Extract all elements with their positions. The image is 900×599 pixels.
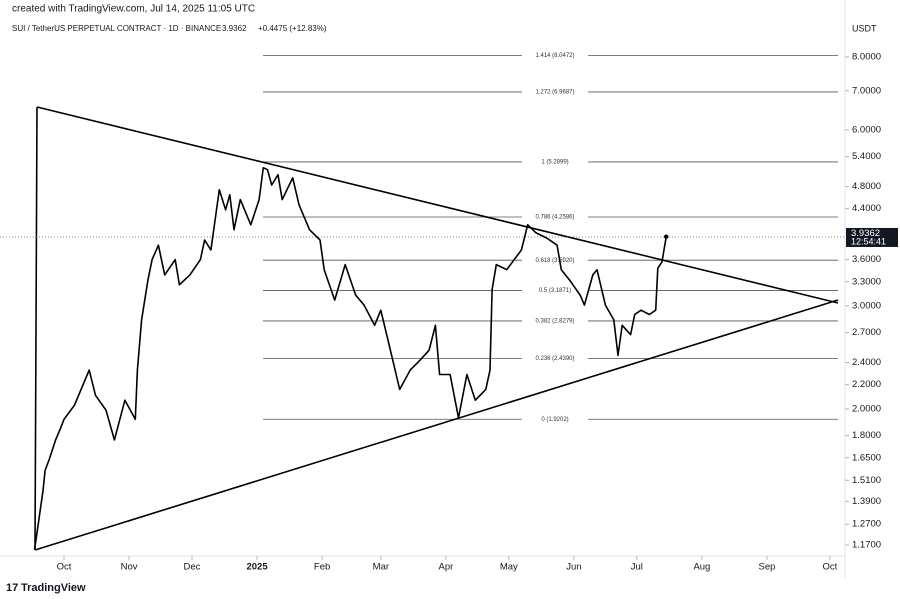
triangle-edge [36,106,839,304]
plot [0,166,845,550]
last-price-box [846,227,898,247]
fib-retracement: 1.414 (8.0472) 1.272 (6.9687) 1 (5.2899) 0.… [263,51,838,424]
x-tick-label: Mar [373,562,389,573]
countdown: 12:54:41 [851,236,886,246]
y-tick-label: 6.0000 [852,124,881,135]
brand-logo: 17 TradingView [6,582,86,594]
y-tick-label: 7.0000 [852,85,881,96]
x-tick-label: Feb [314,562,330,573]
y-tick-label: 3.6000 [852,254,881,265]
brand-name: TradingView [21,582,86,594]
y-tick-label: 1.1700 [852,540,881,551]
x-tick-label: 2025 [246,562,268,573]
fib-label: 0.786 (4.2586) [535,215,574,221]
fib-label-bg [522,256,588,265]
price-line [33,166,667,550]
x-tick-label: Nov [121,562,138,573]
y-tick-label: 4.8000 [852,181,881,192]
x-tick-label: Jul [631,562,643,573]
created-note: created with TradingView.com, Jul 14, 20… [12,4,255,15]
symbol: SUI / TetherUS PERPETUAL CONTRACT · 1D ·… [12,24,221,33]
triangle-edge [34,299,839,551]
fib-label-bg [522,316,588,325]
fib-label-bg [522,415,588,424]
y-tick-label: 2.7000 [852,327,881,338]
y-tick-label: 1.2700 [852,519,881,530]
fib-label: 1 (5.2899) [541,159,568,165]
y-tick-label: 4.4000 [852,203,881,214]
y-tick-label: 1.8000 [852,430,881,441]
logo-mark: 17 [6,582,18,594]
fib-label: 0.382 (2.8279) [535,319,574,325]
fib-label-bg [522,51,588,60]
fib-label: 0.5 (3.1871) [539,288,571,294]
x-tick-label: Jun [566,562,581,573]
y-tick-label: 8.0000 [852,51,881,62]
last-point [664,234,669,239]
fib-label-bg [522,354,588,363]
triangle [34,106,839,551]
y-tick-label: 1.5100 [852,475,881,486]
y-tick-label: 2.2000 [852,379,881,390]
y-tick-label: 3.0000 [852,300,881,311]
last-price-header: 3.9362 [222,24,247,33]
last-price-label: 3.9362 [851,228,880,239]
fib-label: 1.272 (6.9687) [535,90,574,96]
x-tick-label: Apr [438,562,453,573]
fib-label: 0 (1.9202) [541,417,568,423]
fib-label-bg [522,212,588,221]
y-tick-label: 3.3000 [852,276,881,287]
triangle-edge [34,106,38,551]
fib-label: 0.618 (3.5920) [535,258,574,264]
fib-label: 0.236 (2.4390) [535,356,574,362]
x-tick-label: Oct [57,562,72,573]
y-tick-label: 2.0000 [852,403,881,414]
fib-label-bg [522,87,588,96]
y-tick-label: 1.6500 [852,452,881,463]
y-tick-label: 2.4000 [852,357,881,368]
fib-label-bg [522,286,588,295]
x-tick-label: Aug [693,562,710,573]
y-tick-label: 1.3900 [852,496,881,507]
currency: USDT [852,23,877,33]
y-tick-label: 5.4000 [852,151,881,162]
x-tick-label: May [500,562,518,573]
x-tick-label: Sep [758,562,775,573]
change: +0.4475 (+12.83%) [258,24,327,33]
x-tick-label: Oct [823,562,838,573]
x-tick-label: Dec [184,562,201,573]
fib-label-bg [522,157,588,166]
fib-label: 1.414 (8.0472) [535,53,574,59]
